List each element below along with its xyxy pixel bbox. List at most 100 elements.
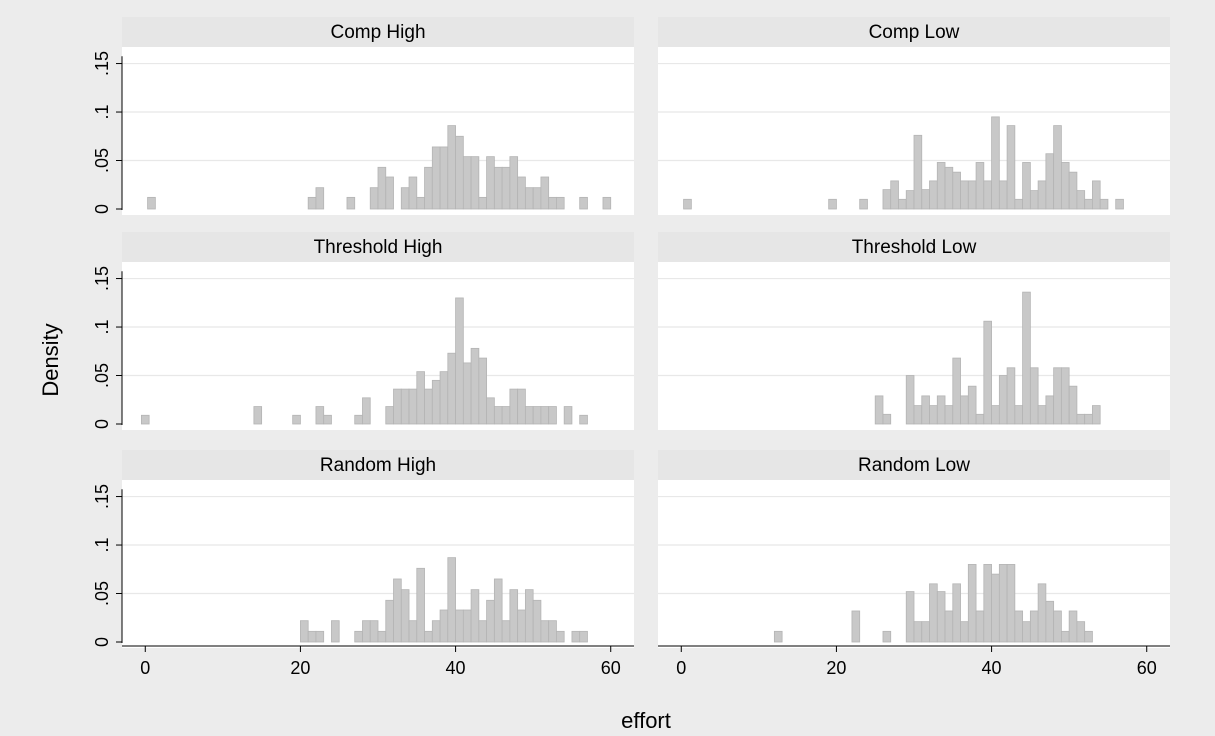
histogram-bar <box>929 405 938 425</box>
histogram-bar <box>385 176 394 210</box>
panel-comp-low: Comp Low <box>658 17 1170 215</box>
histogram-bar <box>952 357 961 425</box>
histogram-bar <box>369 620 379 643</box>
histogram-bar <box>455 609 464 643</box>
histogram-bar <box>509 156 519 210</box>
y-tick-label: .05 <box>92 148 112 173</box>
histogram-bar <box>431 146 441 210</box>
histogram-bar <box>524 187 534 210</box>
panels-group: Comp High 0 .05 .1 .15 Comp Low Threshold High… <box>92 17 1170 648</box>
histogram-bar <box>556 630 565 643</box>
histogram-bar <box>362 397 371 425</box>
histogram-bar <box>393 388 402 425</box>
panel-random-low: Random Low <box>658 450 1170 648</box>
y-tick-label: .05 <box>92 363 112 388</box>
histogram-bar <box>1060 630 1070 643</box>
histogram-bar <box>579 630 588 643</box>
histogram-bar <box>1029 367 1039 425</box>
histogram-bar <box>447 125 456 210</box>
panel-header <box>122 450 634 480</box>
histogram-bar <box>929 180 938 210</box>
histogram-bar <box>354 630 363 643</box>
histogram-bar <box>921 189 930 210</box>
panel-header <box>658 17 1170 47</box>
histogram-bar <box>898 198 907 210</box>
y-tick-label: .15 <box>92 266 112 291</box>
panel-header <box>658 450 1170 480</box>
y-tick-label: 0 <box>92 204 112 214</box>
histogram-bar <box>362 620 371 643</box>
histogram-bar <box>369 187 379 210</box>
histogram-bar <box>354 414 363 425</box>
histogram-bar <box>882 413 892 425</box>
histogram-bar <box>416 196 425 210</box>
histogram-bar <box>524 406 534 425</box>
histogram-bar <box>377 166 387 210</box>
histogram-bar <box>307 196 317 210</box>
histogram-bar <box>1006 367 1016 425</box>
histogram-bar <box>408 620 418 643</box>
histogram-bar <box>439 609 449 643</box>
histogram-bar <box>140 414 150 425</box>
histogram-bar <box>470 589 480 643</box>
histogram-bar <box>307 630 317 643</box>
histogram-bar <box>509 388 519 425</box>
histogram-bar <box>944 610 954 643</box>
histogram-bar <box>517 609 526 643</box>
histogram-bar <box>253 406 263 425</box>
histogram-bar <box>1006 564 1016 643</box>
y-tick-label: .15 <box>92 51 112 76</box>
histogram-bar <box>462 156 472 210</box>
histogram-bar <box>408 176 418 210</box>
histogram-bar <box>455 297 464 425</box>
panel-threshold-high: Threshold High 0 .05 .1 .15 <box>92 232 634 430</box>
panel-random-high: Random High 0 .05 .1 .15 <box>92 450 634 648</box>
histogram-bar <box>913 405 923 425</box>
histogram-bar <box>960 180 969 210</box>
histogram-bar <box>944 166 954 210</box>
histogram-bar <box>960 395 969 425</box>
histogram-bar <box>400 388 410 425</box>
histogram-bar <box>1060 367 1070 425</box>
histogram-bar <box>1084 413 1093 425</box>
y-tick-label: .1 <box>92 538 112 553</box>
panel-threshold-low: Threshold Low <box>658 232 1170 430</box>
histogram-bar <box>905 375 915 425</box>
histogram-bar <box>548 406 557 425</box>
histogram-bar <box>462 609 472 643</box>
histogram-bar <box>913 134 923 210</box>
histogram-bar <box>905 190 915 210</box>
histogram-bar <box>936 162 946 210</box>
histogram-bar <box>517 388 526 425</box>
histogram-bar <box>509 589 519 643</box>
panel-title: Random Low <box>858 455 970 476</box>
histogram-bar <box>408 388 418 425</box>
y-tick-label: .1 <box>92 320 112 335</box>
histogram-bar <box>470 347 480 425</box>
histogram-bar <box>431 379 441 425</box>
histogram-bar <box>960 621 969 643</box>
histogram-bar <box>540 406 550 425</box>
histogram-bar <box>983 320 992 425</box>
histogram-bar <box>683 198 692 210</box>
histogram-bar <box>393 578 402 643</box>
y-axis-title: Density <box>38 323 63 396</box>
histogram-bar <box>967 564 977 643</box>
histogram-bar <box>1045 600 1055 643</box>
histogram-bar <box>1099 198 1109 210</box>
histogram-bar <box>975 610 985 643</box>
histogram-bar <box>416 371 425 425</box>
histogram-bar <box>478 196 488 210</box>
histogram-bar <box>1068 610 1078 643</box>
x-axes-group: 0 20 40 60 0 20 40 60 <box>122 645 1170 678</box>
histogram-bar <box>1053 367 1062 425</box>
histogram-bar <box>773 630 783 643</box>
histogram-bar <box>540 620 550 643</box>
y-tick-label: .05 <box>92 581 112 606</box>
x-tick-label: 0 <box>140 658 150 678</box>
histogram-bar <box>1037 180 1047 210</box>
y-tick-label: 0 <box>92 637 112 647</box>
histogram-bar <box>486 397 495 425</box>
histogram-bar <box>1014 198 1024 210</box>
plot-region <box>122 480 634 648</box>
